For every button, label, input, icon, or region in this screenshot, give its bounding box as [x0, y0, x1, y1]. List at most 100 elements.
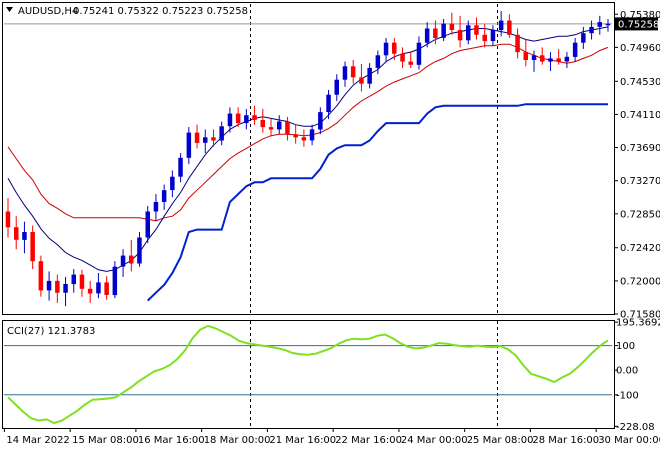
candle[interactable] [46, 271, 52, 301]
candle[interactable] [326, 89, 331, 120]
candle[interactable] [449, 12, 455, 35]
candle[interactable] [137, 231, 142, 267]
candle[interactable] [548, 52, 553, 72]
candle[interactable] [38, 255, 44, 297]
candle[interactable] [63, 276, 68, 307]
candle[interactable] [531, 50, 537, 72]
time-tick-label: 28 Mar 16:00 [532, 435, 599, 446]
time-tick-label: 16 Mar 16:00 [138, 435, 205, 446]
candle[interactable] [186, 127, 192, 165]
menu-arrow-icon[interactable] [6, 7, 13, 12]
candle[interactable] [597, 15, 603, 35]
candle[interactable] [285, 116, 290, 141]
candles-layer[interactable] [5, 11, 611, 307]
candle[interactable] [87, 280, 93, 303]
candle[interactable] [30, 225, 35, 270]
candle[interactable] [482, 23, 488, 48]
candle[interactable] [433, 20, 438, 45]
candle[interactable] [211, 129, 216, 147]
candle[interactable] [145, 205, 151, 244]
candle[interactable] [342, 61, 348, 87]
candle[interactable] [5, 198, 11, 238]
candle[interactable] [161, 184, 167, 210]
candle-body [457, 30, 463, 41]
candle[interactable] [244, 108, 249, 130]
candle[interactable] [194, 124, 200, 149]
candle[interactable] [589, 20, 594, 40]
candle-body [87, 288, 93, 294]
candle[interactable] [235, 107, 241, 128]
candle[interactable] [457, 15, 463, 48]
candle[interactable] [498, 11, 504, 37]
candle-body [416, 42, 422, 65]
candle-body [104, 282, 109, 295]
candle[interactable] [367, 63, 372, 89]
candle[interactable] [227, 107, 233, 133]
candle[interactable] [515, 28, 520, 59]
candle[interactable] [408, 52, 414, 68]
candle[interactable] [441, 18, 446, 42]
candle-body [342, 66, 348, 80]
candle[interactable] [268, 118, 274, 137]
candle[interactable] [318, 107, 323, 135]
candle-body [38, 261, 44, 291]
candle[interactable] [572, 37, 578, 62]
candle[interactable] [120, 249, 126, 277]
candle[interactable] [581, 26, 586, 49]
candle-body [334, 79, 339, 95]
candle[interactable] [260, 108, 266, 133]
candle[interactable] [424, 22, 430, 48]
candle[interactable] [540, 47, 545, 65]
candle[interactable] [178, 153, 183, 183]
candle[interactable] [203, 129, 208, 154]
candle-body [466, 25, 471, 41]
cci-line [7, 324, 609, 425]
candle[interactable] [301, 129, 307, 147]
candle[interactable] [309, 124, 315, 146]
price-tick-label: 0.71580 [620, 310, 660, 321]
candle[interactable] [490, 25, 496, 46]
candle-body [326, 94, 331, 113]
candle-body [79, 274, 85, 289]
candle[interactable] [383, 37, 389, 62]
candle[interactable] [605, 18, 611, 32]
candle[interactable] [55, 274, 60, 303]
candle[interactable] [71, 269, 77, 293]
candle[interactable] [170, 170, 175, 198]
candle[interactable] [556, 48, 561, 65]
candle[interactable] [334, 74, 340, 102]
candle[interactable] [252, 105, 257, 125]
time-axis: 14 Mar 2022 15 Mar 08:00 16 Mar 16:00 18 Ma… [3, 428, 660, 446]
candle[interactable] [96, 272, 101, 299]
candle-body [589, 26, 594, 34]
candle[interactable] [293, 124, 298, 144]
candle[interactable] [153, 194, 159, 221]
candle[interactable] [14, 216, 19, 250]
candle[interactable] [474, 17, 479, 40]
candle-body [14, 227, 19, 240]
candle[interactable] [104, 276, 109, 300]
candle-body [564, 56, 570, 62]
candle[interactable] [112, 261, 118, 299]
candle[interactable] [507, 14, 512, 38]
candle[interactable] [564, 52, 570, 68]
candle-body [293, 134, 298, 138]
candle[interactable] [22, 221, 27, 254]
candle-body [194, 132, 200, 143]
candle[interactable] [79, 269, 85, 297]
candle[interactable] [359, 63, 364, 92]
candle[interactable] [523, 39, 529, 67]
candle[interactable] [466, 20, 471, 45]
candle[interactable] [350, 60, 356, 84]
candle[interactable] [277, 115, 282, 135]
candle[interactable] [129, 239, 134, 272]
candle[interactable] [392, 37, 397, 61]
candle[interactable] [219, 121, 224, 146]
candle[interactable] [375, 50, 381, 75]
candle[interactable] [400, 47, 405, 68]
candle[interactable] [416, 36, 422, 70]
candle-body [531, 55, 537, 60]
candle-body [203, 137, 208, 143]
